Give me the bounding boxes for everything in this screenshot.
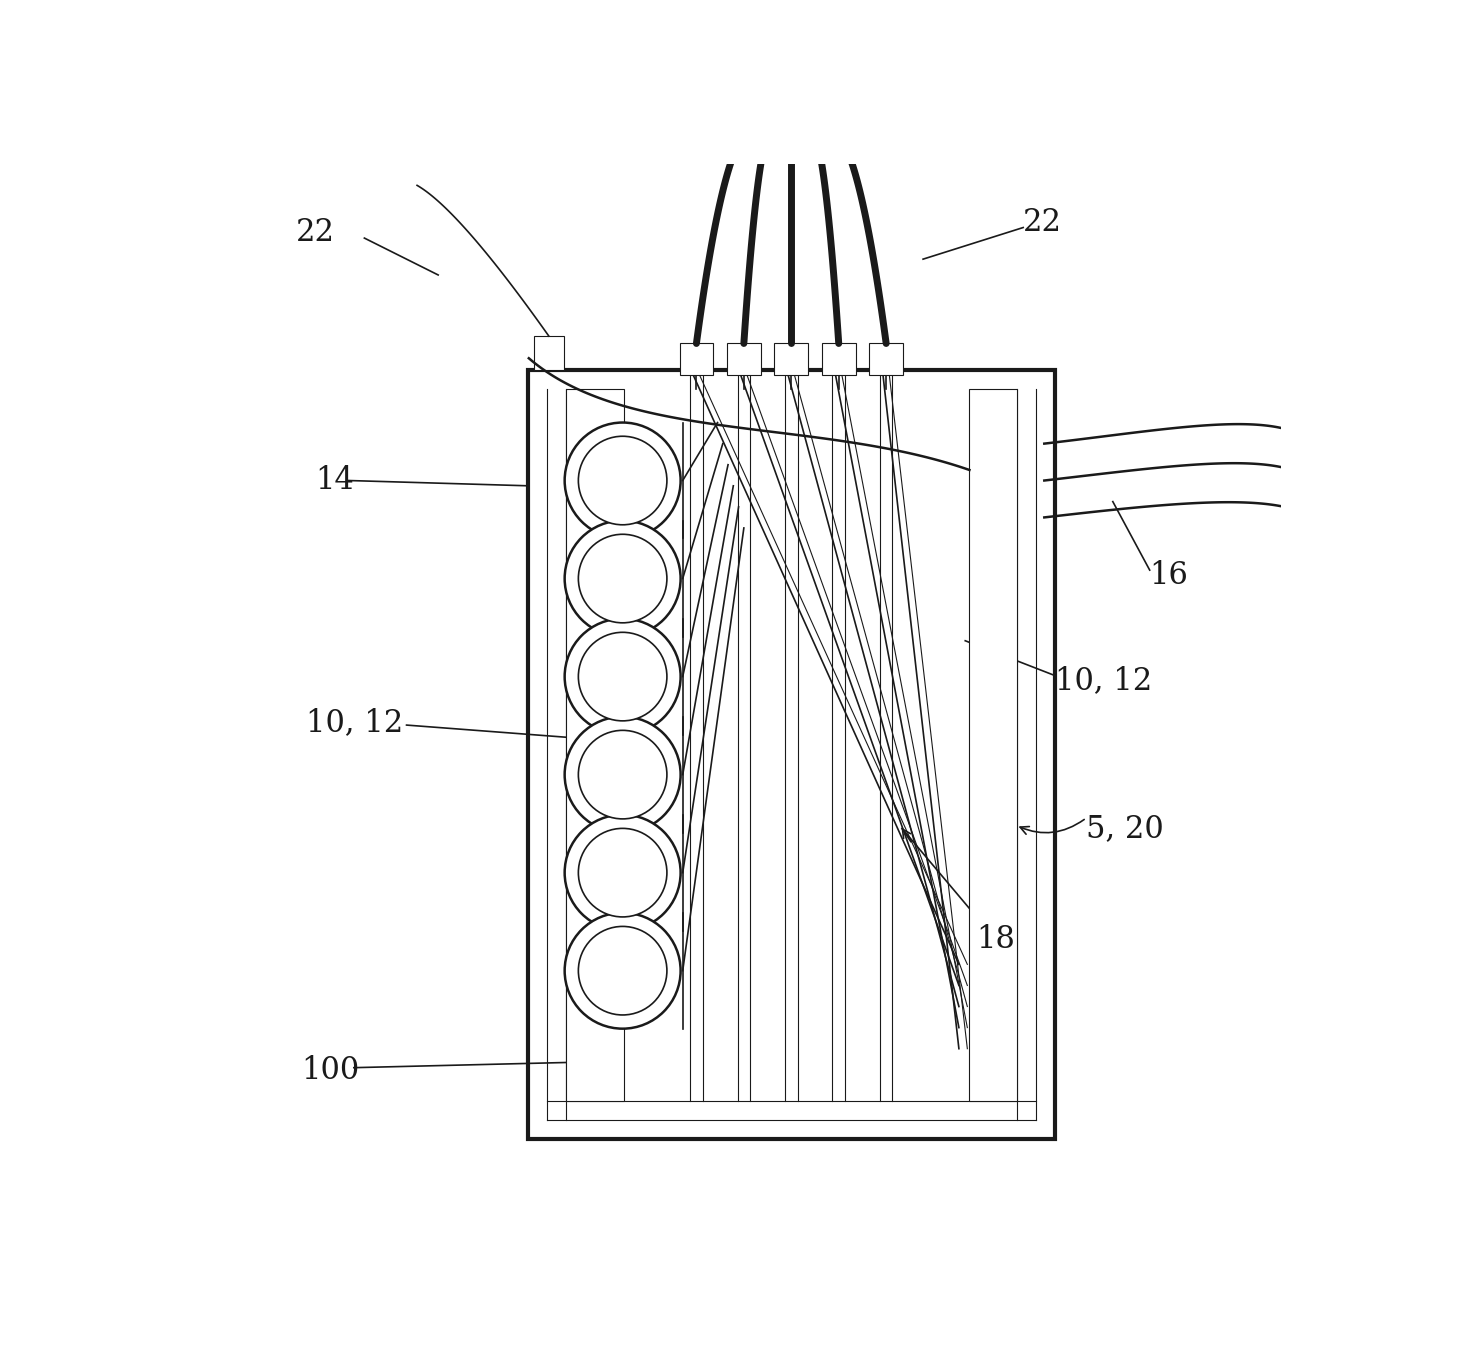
Text: 22: 22 (296, 218, 334, 248)
Text: 18: 18 (976, 924, 1014, 954)
Circle shape (565, 423, 680, 538)
Bar (534, 337, 564, 370)
Bar (528, 370, 1055, 1139)
Circle shape (565, 716, 680, 832)
Circle shape (578, 927, 667, 1014)
Circle shape (578, 632, 667, 721)
Text: 10, 12: 10, 12 (1055, 665, 1153, 697)
Text: 100: 100 (302, 1055, 359, 1087)
Text: 14: 14 (315, 465, 353, 496)
Circle shape (565, 815, 680, 931)
Circle shape (565, 913, 680, 1028)
Circle shape (578, 534, 667, 623)
Circle shape (565, 619, 680, 735)
Bar (821, 344, 855, 375)
Text: 5, 20: 5, 20 (1086, 813, 1164, 843)
Bar (870, 344, 902, 375)
Bar (774, 344, 808, 375)
Circle shape (565, 520, 680, 637)
Bar (565, 389, 624, 1102)
Circle shape (578, 730, 667, 819)
Text: 10, 12: 10, 12 (306, 708, 403, 738)
Bar (970, 389, 1017, 1102)
Circle shape (578, 437, 667, 524)
Text: 16: 16 (1150, 560, 1188, 591)
Bar (680, 344, 714, 375)
Circle shape (578, 828, 667, 917)
Text: 22: 22 (1023, 207, 1063, 238)
Bar (727, 344, 761, 375)
